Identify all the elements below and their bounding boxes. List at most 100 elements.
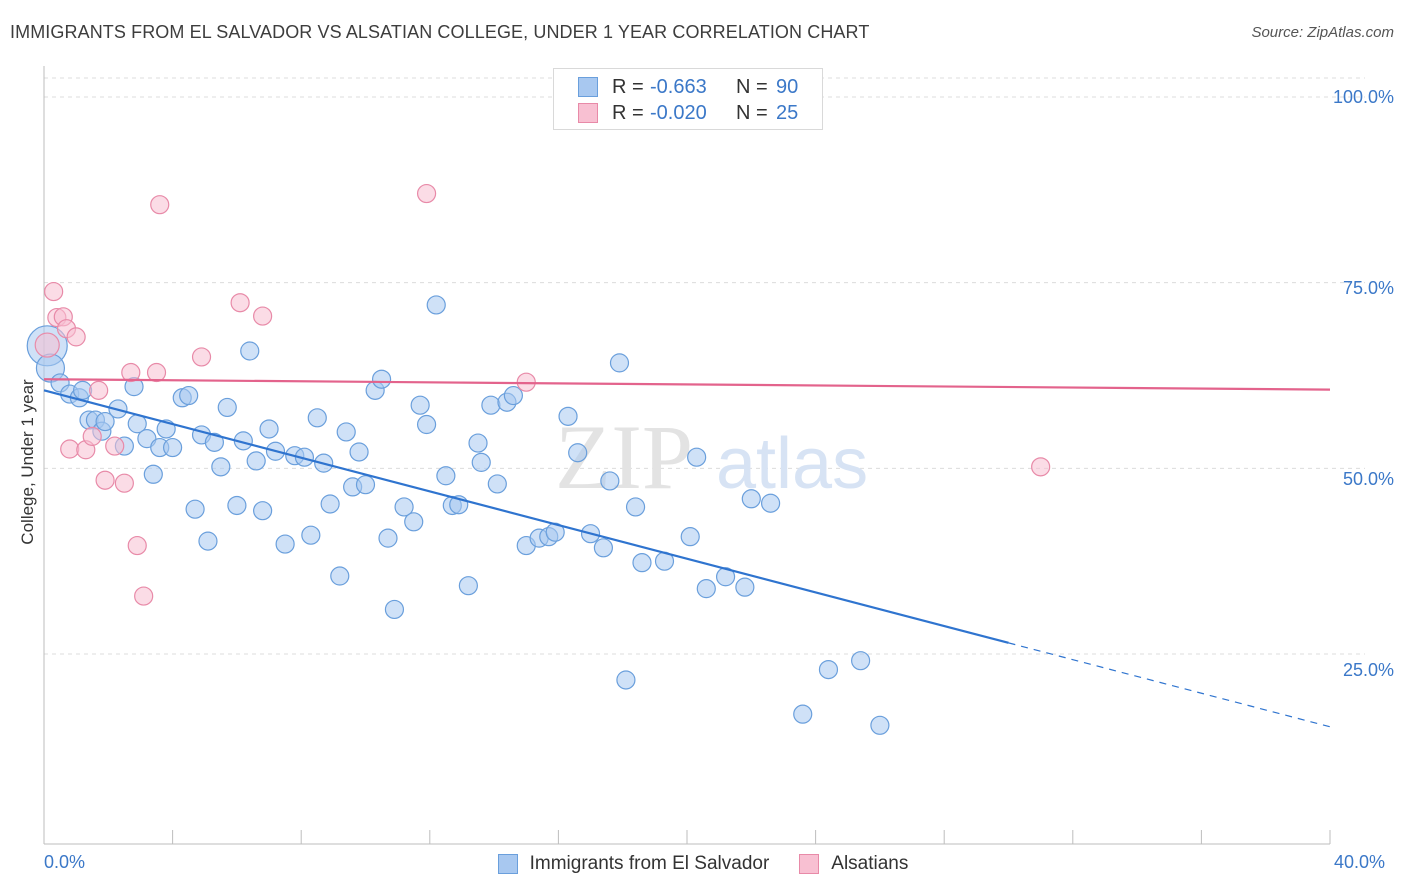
- data-point-el-salvador: [185, 499, 205, 519]
- watermark-atlas: atlas: [716, 424, 868, 504]
- data-point-el-salvador: [735, 577, 755, 597]
- data-point-el-salvador: [163, 437, 183, 458]
- data-point-el-salvador: [307, 408, 327, 428]
- y-tick-label-25: 25.0%: [1342, 660, 1394, 680]
- data-point-el-salvador: [760, 493, 781, 513]
- data-point-el-salvador: [696, 579, 716, 599]
- data-point-el-salvador: [851, 651, 871, 671]
- data-point-alsatians: [44, 281, 64, 302]
- r-label: R =: [612, 101, 644, 124]
- data-point-el-salvador: [95, 411, 115, 432]
- data-point-el-salvador: [246, 451, 266, 471]
- legend-label: Immigrants from El Salvador: [529, 853, 770, 874]
- r-value: -0.020: [650, 101, 707, 124]
- data-point-el-salvador: [458, 576, 478, 596]
- trend-lines: [43, 378, 1331, 728]
- data-point-alsatians: [416, 183, 437, 204]
- stats-row-el-salvador: R = -0.663 N = 90: [578, 75, 798, 99]
- data-point-alsatians: [60, 439, 80, 459]
- data-point-el-salvador: [818, 659, 839, 680]
- data-point-el-salvador: [211, 457, 231, 477]
- data-point-alsatians: [89, 380, 109, 400]
- legend-label: Alsatians: [831, 853, 909, 874]
- data-point-el-salvador: [179, 385, 199, 406]
- data-point-el-salvador: [275, 534, 295, 554]
- data-point-alsatians: [114, 473, 134, 493]
- axes: [43, 66, 1331, 845]
- data-point-el-salvador: [436, 466, 456, 486]
- legend-swatch-pink: [799, 854, 820, 874]
- data-point-el-salvador: [558, 406, 578, 426]
- data-point-el-salvador: [471, 452, 491, 472]
- data-point-el-salvador: [416, 414, 437, 435]
- data-point-el-salvador: [625, 497, 646, 517]
- data-point-el-salvador: [410, 395, 430, 415]
- data-point-el-salvador: [204, 432, 224, 452]
- data-point-alsatians: [105, 436, 125, 456]
- legend-swatch-blue: [497, 854, 518, 874]
- watermark: ZIP atlas: [555, 406, 868, 508]
- y-tick-label-100: 100.0%: [1332, 87, 1394, 107]
- trend-line-el-salvador-extension: [1008, 642, 1331, 728]
- data-point-el-salvador: [355, 475, 376, 495]
- y-tick-label-75: 75.0%: [1342, 278, 1394, 298]
- data-point-alsatians: [134, 586, 154, 606]
- data-point-el-salvador: [394, 497, 414, 517]
- data-point-el-salvador: [336, 422, 356, 442]
- data-point-alsatians: [191, 347, 212, 367]
- n-value: 90: [776, 75, 799, 98]
- data-point-el-salvador: [426, 295, 446, 315]
- data-point-el-salvador: [568, 443, 588, 463]
- data-point-el-salvador: [259, 419, 279, 439]
- data-point-el-salvador: [253, 501, 273, 521]
- r-label: R =: [612, 75, 644, 98]
- data-point-el-salvador: [870, 715, 890, 735]
- legend-swatch-blue: [578, 77, 598, 97]
- data-point-el-salvador: [404, 512, 424, 532]
- data-point-el-salvador: [600, 471, 620, 491]
- series-alsatians: [34, 183, 1051, 606]
- data-point-el-salvador: [330, 566, 350, 586]
- n-label: N =: [736, 75, 768, 98]
- x-tick-label-min: 0.0%: [44, 852, 86, 872]
- data-point-el-salvador: [680, 527, 700, 547]
- data-point-el-salvador: [609, 353, 630, 373]
- stats-row-alsatians: R = -0.020 N = 25: [578, 101, 798, 125]
- grid-lines: [44, 77, 1365, 655]
- chart-title: IMMIGRANTS FROM EL SALVADOR VS ALSATIAN …: [10, 22, 870, 42]
- data-point-el-salvador: [384, 599, 405, 620]
- y-tick-label-50: 50.0%: [1342, 469, 1394, 489]
- data-point-alsatians: [95, 470, 115, 490]
- legend-item-alsatians[interactable]: Alsatians: [799, 853, 908, 875]
- data-point-el-salvador: [616, 670, 636, 690]
- stats-legend: R = -0.663 N = 90 R = -0.020 N = 25: [553, 68, 823, 130]
- r-value: -0.663: [650, 75, 707, 98]
- data-point-alsatians: [150, 195, 170, 215]
- data-point-el-salvador: [72, 380, 93, 400]
- data-point-el-salvador: [793, 704, 813, 724]
- data-point-el-salvador: [487, 474, 507, 494]
- series-el-salvador: [26, 295, 890, 735]
- data-point-alsatians: [146, 362, 167, 383]
- data-point-el-salvador: [320, 494, 340, 514]
- trend-line-alsatians: [43, 378, 1331, 391]
- data-point-el-salvador: [198, 531, 218, 551]
- data-point-alsatians: [82, 426, 102, 446]
- legend-swatch-pink: [578, 103, 598, 123]
- data-point-el-salvador: [481, 395, 501, 415]
- legend-item-el-salvador[interactable]: Immigrants from El Salvador: [497, 853, 770, 875]
- data-point-el-salvador: [468, 433, 488, 453]
- data-point-el-salvador: [378, 528, 398, 548]
- x-tick-label-max: 40.0%: [1334, 852, 1386, 872]
- data-point-alsatians: [253, 306, 273, 326]
- data-point-alsatians: [1031, 457, 1051, 477]
- source-label: Source: ZipAtlas.com: [1251, 24, 1394, 41]
- data-point-alsatians: [121, 362, 141, 383]
- series-legend: Immigrants from El Salvador Alsatians: [0, 852, 1406, 876]
- data-point-el-salvador: [143, 464, 163, 484]
- data-point-el-salvador: [227, 495, 247, 516]
- data-point-alsatians: [34, 332, 60, 358]
- data-point-el-salvador: [632, 553, 652, 573]
- data-point-el-salvador: [301, 525, 321, 545]
